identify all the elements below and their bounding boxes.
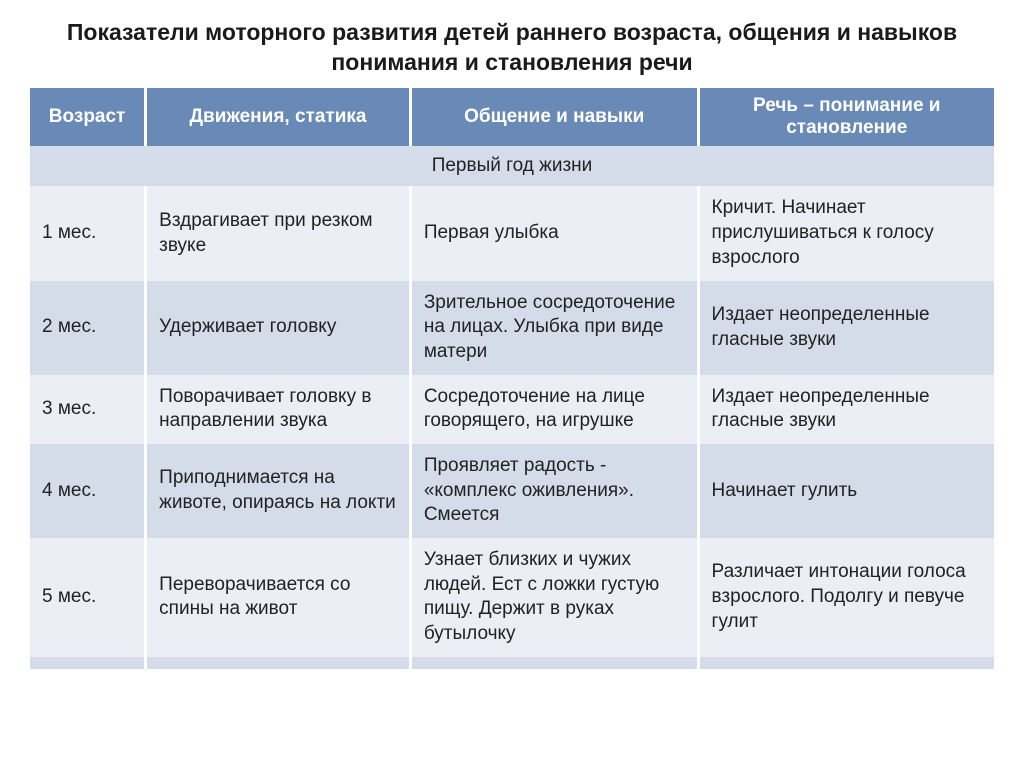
cell-comm: Сосредоточение на лице говорящего, на иг…: [412, 375, 697, 444]
cell-motor: Переворачивается со спины на живот: [147, 538, 409, 657]
cell-motor: Вздрагивает при резком звуке: [147, 186, 409, 280]
table-row: 3 мес. Поворачивает головку в направлени…: [30, 375, 994, 444]
cell-age: 3 мес.: [30, 375, 144, 444]
col-comm-header: Общение и навыки: [412, 88, 697, 146]
slide-title: Показатели моторного развития детей ранн…: [0, 0, 1024, 88]
cell-comm: Первая улыбка: [412, 186, 697, 280]
cell-motor: Поворачивает головку в направлении звука: [147, 375, 409, 444]
cell-comm: [412, 657, 697, 669]
cell-comm: Узнает близких и чужих людей. Ест с ложк…: [412, 538, 697, 657]
col-age-header: Возраст: [30, 88, 144, 146]
cell-age: 1 мес.: [30, 186, 144, 280]
cell-speech: Кричит. Начинает прислушиваться к голосу…: [700, 186, 994, 280]
table-row: 1 мес. Вздрагивает при резком звуке Перв…: [30, 186, 994, 280]
cell-motor: Удерживает головку: [147, 281, 409, 375]
col-speech-header: Речь – понимание и становление: [700, 88, 994, 146]
cell-motor: Приподнимается на животе, опираясь на ло…: [147, 444, 409, 538]
table-row: 2 мес. Удерживает головку Зрительное сос…: [30, 281, 994, 375]
header-row: Возраст Движения, статика Общение и навы…: [30, 88, 994, 146]
col-motor-header: Движения, статика: [147, 88, 409, 146]
cell-speech: Издает неопределенные гласные звуки: [700, 375, 994, 444]
cell-speech: Начинает гулить: [700, 444, 994, 538]
cell-age: 5 мес.: [30, 538, 144, 657]
cell-comm: Зрительное сосредоточение на лицах. Улыб…: [412, 281, 697, 375]
cell-motor: [147, 657, 409, 669]
table-row: 5 мес. Переворачивается со спины на живо…: [30, 538, 994, 657]
dev-table: Возраст Движения, статика Общение и навы…: [27, 88, 997, 669]
cell-comm: Проявляет радость - «комплекс оживления»…: [412, 444, 697, 538]
cell-age: [30, 657, 144, 669]
cell-speech: Различает интонации голоса взрослого. По…: [700, 538, 994, 657]
cell-speech: Издает неопределенные гласные звуки: [700, 281, 994, 375]
cell-speech: [700, 657, 994, 669]
section-row: Первый год жизни: [30, 146, 994, 187]
cell-age: 2 мес.: [30, 281, 144, 375]
table-row: 4 мес. Приподнимается на животе, опираяс…: [30, 444, 994, 538]
section-label: Первый год жизни: [30, 146, 994, 187]
cell-age: 4 мес.: [30, 444, 144, 538]
table-row-empty: [30, 657, 994, 669]
